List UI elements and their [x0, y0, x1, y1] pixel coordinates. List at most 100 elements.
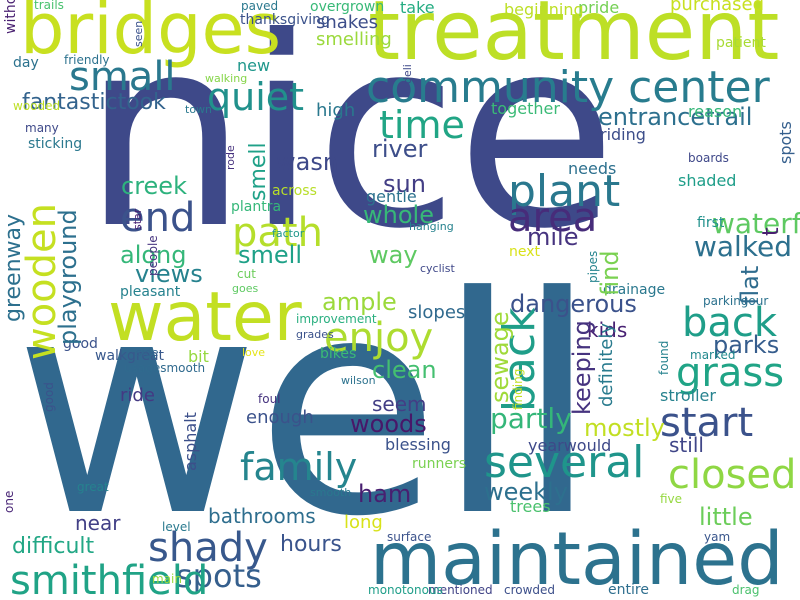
word-mostly: woods	[350, 410, 427, 438]
word-someone: thanksgiving	[240, 12, 330, 28]
word-playground: fantastictook	[22, 90, 166, 115]
word-gentle: star	[131, 208, 144, 230]
word-one: main	[152, 572, 182, 586]
word-across: people	[146, 235, 160, 276]
word-yam: trees	[510, 497, 551, 516]
word-wooded: hanging	[409, 220, 454, 233]
word-walked: way	[369, 241, 418, 269]
word-reason: together	[491, 99, 560, 118]
word-found: marked	[690, 348, 736, 362]
word-thanksgiving: trails	[34, 0, 64, 12]
word-town: plantra	[231, 199, 282, 215]
word-kids: mostly	[584, 414, 665, 442]
word-runners: yearwould	[528, 436, 612, 455]
word-shady: closed	[668, 452, 797, 498]
word-hanging: gentle	[366, 187, 417, 206]
word-boards: needs	[568, 159, 617, 178]
word-grass: back	[682, 300, 778, 346]
word-river: smell	[238, 241, 302, 269]
word-monotonous: crowded	[504, 583, 556, 597]
word-whole: river	[372, 135, 428, 163]
word-hours: little	[699, 503, 753, 531]
word-several: family	[240, 445, 358, 489]
word-difficult: weekly	[484, 478, 568, 506]
word-nice: nice	[82, 0, 617, 286]
word-entrancetrail: playground	[54, 209, 82, 345]
word-end: end	[120, 195, 196, 241]
word-people: goes	[232, 282, 259, 295]
word-day: town	[185, 103, 213, 116]
word-bathrooms: difficult	[12, 534, 95, 559]
word-sewage: clean	[372, 356, 437, 384]
word-bikes: bit	[188, 347, 209, 366]
word-path: path	[232, 210, 323, 256]
word-way: whole	[363, 201, 434, 229]
word-star: cut	[237, 267, 256, 281]
word-small: small	[69, 54, 176, 100]
word-area: area	[508, 195, 598, 241]
word-marked: drainage	[603, 282, 666, 298]
word-beginning: pride	[578, 0, 620, 17]
word-waterfall: find	[596, 250, 624, 296]
word-negative: deli	[401, 64, 414, 84]
word-little: ham	[358, 480, 412, 508]
word-high: smelling	[316, 29, 392, 50]
word-good: great	[77, 480, 109, 494]
word-stroller: pipes	[586, 250, 600, 283]
word-find: mile	[527, 223, 579, 251]
word-seem: partly	[490, 402, 572, 435]
word-friendly: many	[25, 121, 59, 135]
word-seen: day	[13, 55, 39, 71]
word-mentioned: entire	[608, 582, 649, 598]
word-wasn: views	[135, 260, 203, 288]
word-pride: long	[344, 512, 383, 533]
word-main: smooth	[310, 486, 352, 499]
word-fantastictook: greenway	[1, 213, 26, 322]
word-smooth: monotonous	[368, 583, 443, 597]
word-t: waterfall	[712, 207, 800, 240]
word-well: well	[14, 233, 599, 582]
word-flat: walked	[694, 230, 793, 263]
word-pipes: first	[697, 215, 725, 231]
word-riding: high	[316, 100, 356, 121]
word-treatment: treatment	[368, 0, 780, 79]
word-usagesmooth: good	[42, 382, 56, 412]
word-smithfield-v: spots	[776, 121, 795, 164]
word-walkgreat: one	[2, 490, 16, 513]
word-cut: sticking	[28, 136, 83, 152]
word-woods: parks	[713, 331, 780, 359]
word-still: seem	[372, 392, 427, 416]
word-bit: good	[63, 336, 98, 352]
word-ample: flat	[736, 265, 764, 305]
word-purchased: take	[400, 0, 435, 17]
word-maintained: maintained	[370, 517, 784, 600]
word-enough: definitely	[596, 322, 617, 407]
word-surface: mentioned	[428, 583, 493, 597]
word-wooden: smithfield	[10, 558, 209, 600]
word-definitely: still	[669, 433, 704, 457]
word-shaded: reason	[688, 102, 743, 121]
word-spots: shady	[148, 525, 268, 571]
word-side: walkgreat	[95, 348, 165, 364]
word-water: water	[108, 278, 302, 357]
word-five: runners	[412, 456, 467, 472]
word-great: level	[162, 520, 191, 534]
word-snakes: beginning	[504, 0, 584, 19]
word-bridges: bridges	[20, 0, 282, 70]
word-sun: wasn	[276, 148, 339, 176]
word-family: start	[660, 400, 754, 446]
word-plantra: factor	[272, 227, 305, 240]
word-patient: paved	[241, 0, 279, 13]
word-many: rode	[224, 145, 237, 170]
word-cyclist: pleasant	[120, 284, 181, 300]
word-keeping: slopes	[408, 302, 466, 323]
word-wilson: side	[136, 346, 159, 359]
word-asphalt: wilson	[341, 374, 376, 387]
word-grades: foul	[258, 392, 281, 406]
word-new: snakes	[316, 12, 379, 33]
word-go: patient	[716, 35, 766, 51]
word-quiet: quiet	[207, 75, 305, 119]
word-rode: across	[272, 183, 317, 199]
word-start: grass	[676, 350, 785, 396]
